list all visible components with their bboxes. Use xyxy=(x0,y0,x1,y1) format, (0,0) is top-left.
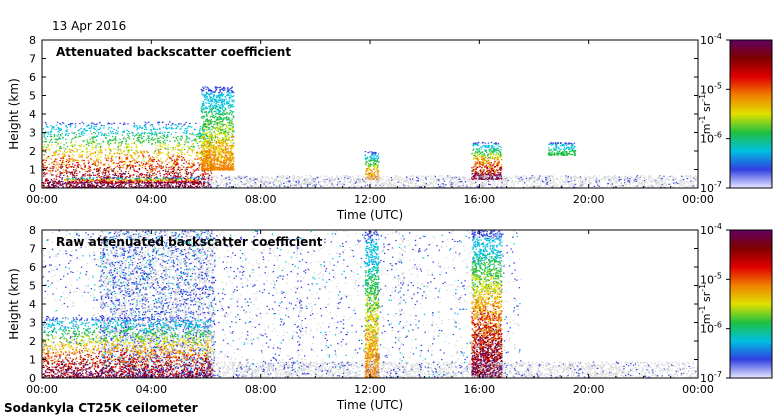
x-axis-label: Time (UTC) xyxy=(336,208,403,222)
x-tick-label: 00:00 xyxy=(682,193,714,206)
y-tick-label: 0 xyxy=(29,372,36,385)
y-axis-label: Height (km) xyxy=(7,268,21,339)
heatmap-feature xyxy=(42,317,213,378)
x-tick-label: 04:00 xyxy=(135,383,167,396)
y-tick-label: 8 xyxy=(29,34,36,47)
panel-title: Attenuated backscatter coefficient xyxy=(56,45,291,59)
colorbar-tick-label: 10-6 xyxy=(700,321,722,336)
panel-title: Raw attenuated backscatter coefficient xyxy=(56,235,323,249)
colorbar: 10-7 10-6 10-5 10-4 m-1 sr-1 xyxy=(698,222,773,385)
heatmap-feature xyxy=(397,232,405,378)
colorbar-unit-label: m-1 sr-1 xyxy=(698,284,713,324)
x-tick-label: 16:00 xyxy=(463,193,495,206)
x-tick-label: 00:00 xyxy=(682,383,714,396)
x-tick-label: 08:00 xyxy=(245,193,277,206)
y-tick-label: 4 xyxy=(29,298,36,311)
x-tick-label: 20:00 xyxy=(573,383,605,396)
y-tick-label: 3 xyxy=(29,317,36,330)
heatmap-feature xyxy=(200,86,235,171)
instrument-label: Sodankyla CT25K ceilometer xyxy=(4,401,198,415)
y-tick-label: 4 xyxy=(29,108,36,121)
colorbar-tick-label: 10-4 xyxy=(700,222,722,237)
panel-1: 0 1 2 3 4 5 6 7 8 00:00 04:00 08:00 12:00 16:00 20:00 0… xyxy=(7,32,773,222)
x-tick-label: 12:00 xyxy=(354,193,386,206)
heatmap-feature xyxy=(471,141,503,180)
colorbar-tick-label: 10-6 xyxy=(700,131,722,146)
colorbar-gradient xyxy=(729,39,773,189)
heatmap-feature xyxy=(296,237,304,378)
x-tick-label: 00:00 xyxy=(26,383,58,396)
y-tick-label: 1 xyxy=(29,164,36,177)
x-tick-label: 12:00 xyxy=(354,383,386,396)
heatmap-feature xyxy=(64,176,202,184)
y-tick-label: 2 xyxy=(29,145,36,158)
low-level-band xyxy=(206,361,698,378)
colorbar-tick-label: 10-5 xyxy=(700,271,722,286)
x-tick-label: 08:00 xyxy=(245,383,277,396)
colorbar-tick-label: 10-5 xyxy=(700,81,722,96)
y-tick-label: 6 xyxy=(29,71,36,84)
colorbar-tick-label: 10-7 xyxy=(700,370,722,385)
heatmap-feature xyxy=(547,142,577,156)
x-tick-label: 04:00 xyxy=(135,193,167,206)
date-label: 13 Apr 2016 xyxy=(52,19,126,33)
panel-2: 0 1 2 3 4 5 6 7 8 00:00 04:00 08:00 12:00 16:00 20:00 0… xyxy=(7,222,773,412)
y-tick-label: 1 xyxy=(29,354,36,367)
colorbar-unit-label: m-1 sr-1 xyxy=(698,94,713,134)
y-tick-label: 5 xyxy=(29,90,36,103)
y-tick-label: 7 xyxy=(29,53,36,66)
colorbar: 10-7 10-6 10-5 10-4 m-1 sr-1 xyxy=(698,32,773,195)
x-tick-label: 00:00 xyxy=(26,193,58,206)
colorbar-tick-label: 10-7 xyxy=(700,180,722,195)
y-tick-label: 8 xyxy=(29,224,36,237)
y-tick-label: 0 xyxy=(29,182,36,195)
colorbar-gradient xyxy=(729,229,773,379)
x-tick-label: 16:00 xyxy=(463,383,495,396)
plot-area-1 xyxy=(42,40,698,188)
heatmap-feature xyxy=(364,230,380,378)
plot-area-2 xyxy=(42,230,698,378)
y-axis-label: Height (km) xyxy=(7,78,21,149)
y-tick-label: 6 xyxy=(29,261,36,274)
x-axis-label: Time (UTC) xyxy=(336,398,403,412)
heatmap-feature xyxy=(364,151,380,180)
low-level-band xyxy=(206,175,698,188)
heatmap-feature xyxy=(42,230,522,378)
colorbar-tick-label: 10-4 xyxy=(700,32,722,47)
x-tick-label: 20:00 xyxy=(573,193,605,206)
y-tick-label: 5 xyxy=(29,280,36,293)
y-tick-label: 3 xyxy=(29,127,36,140)
y-tick-label: 7 xyxy=(29,243,36,256)
y-tick-label: 2 xyxy=(29,335,36,348)
